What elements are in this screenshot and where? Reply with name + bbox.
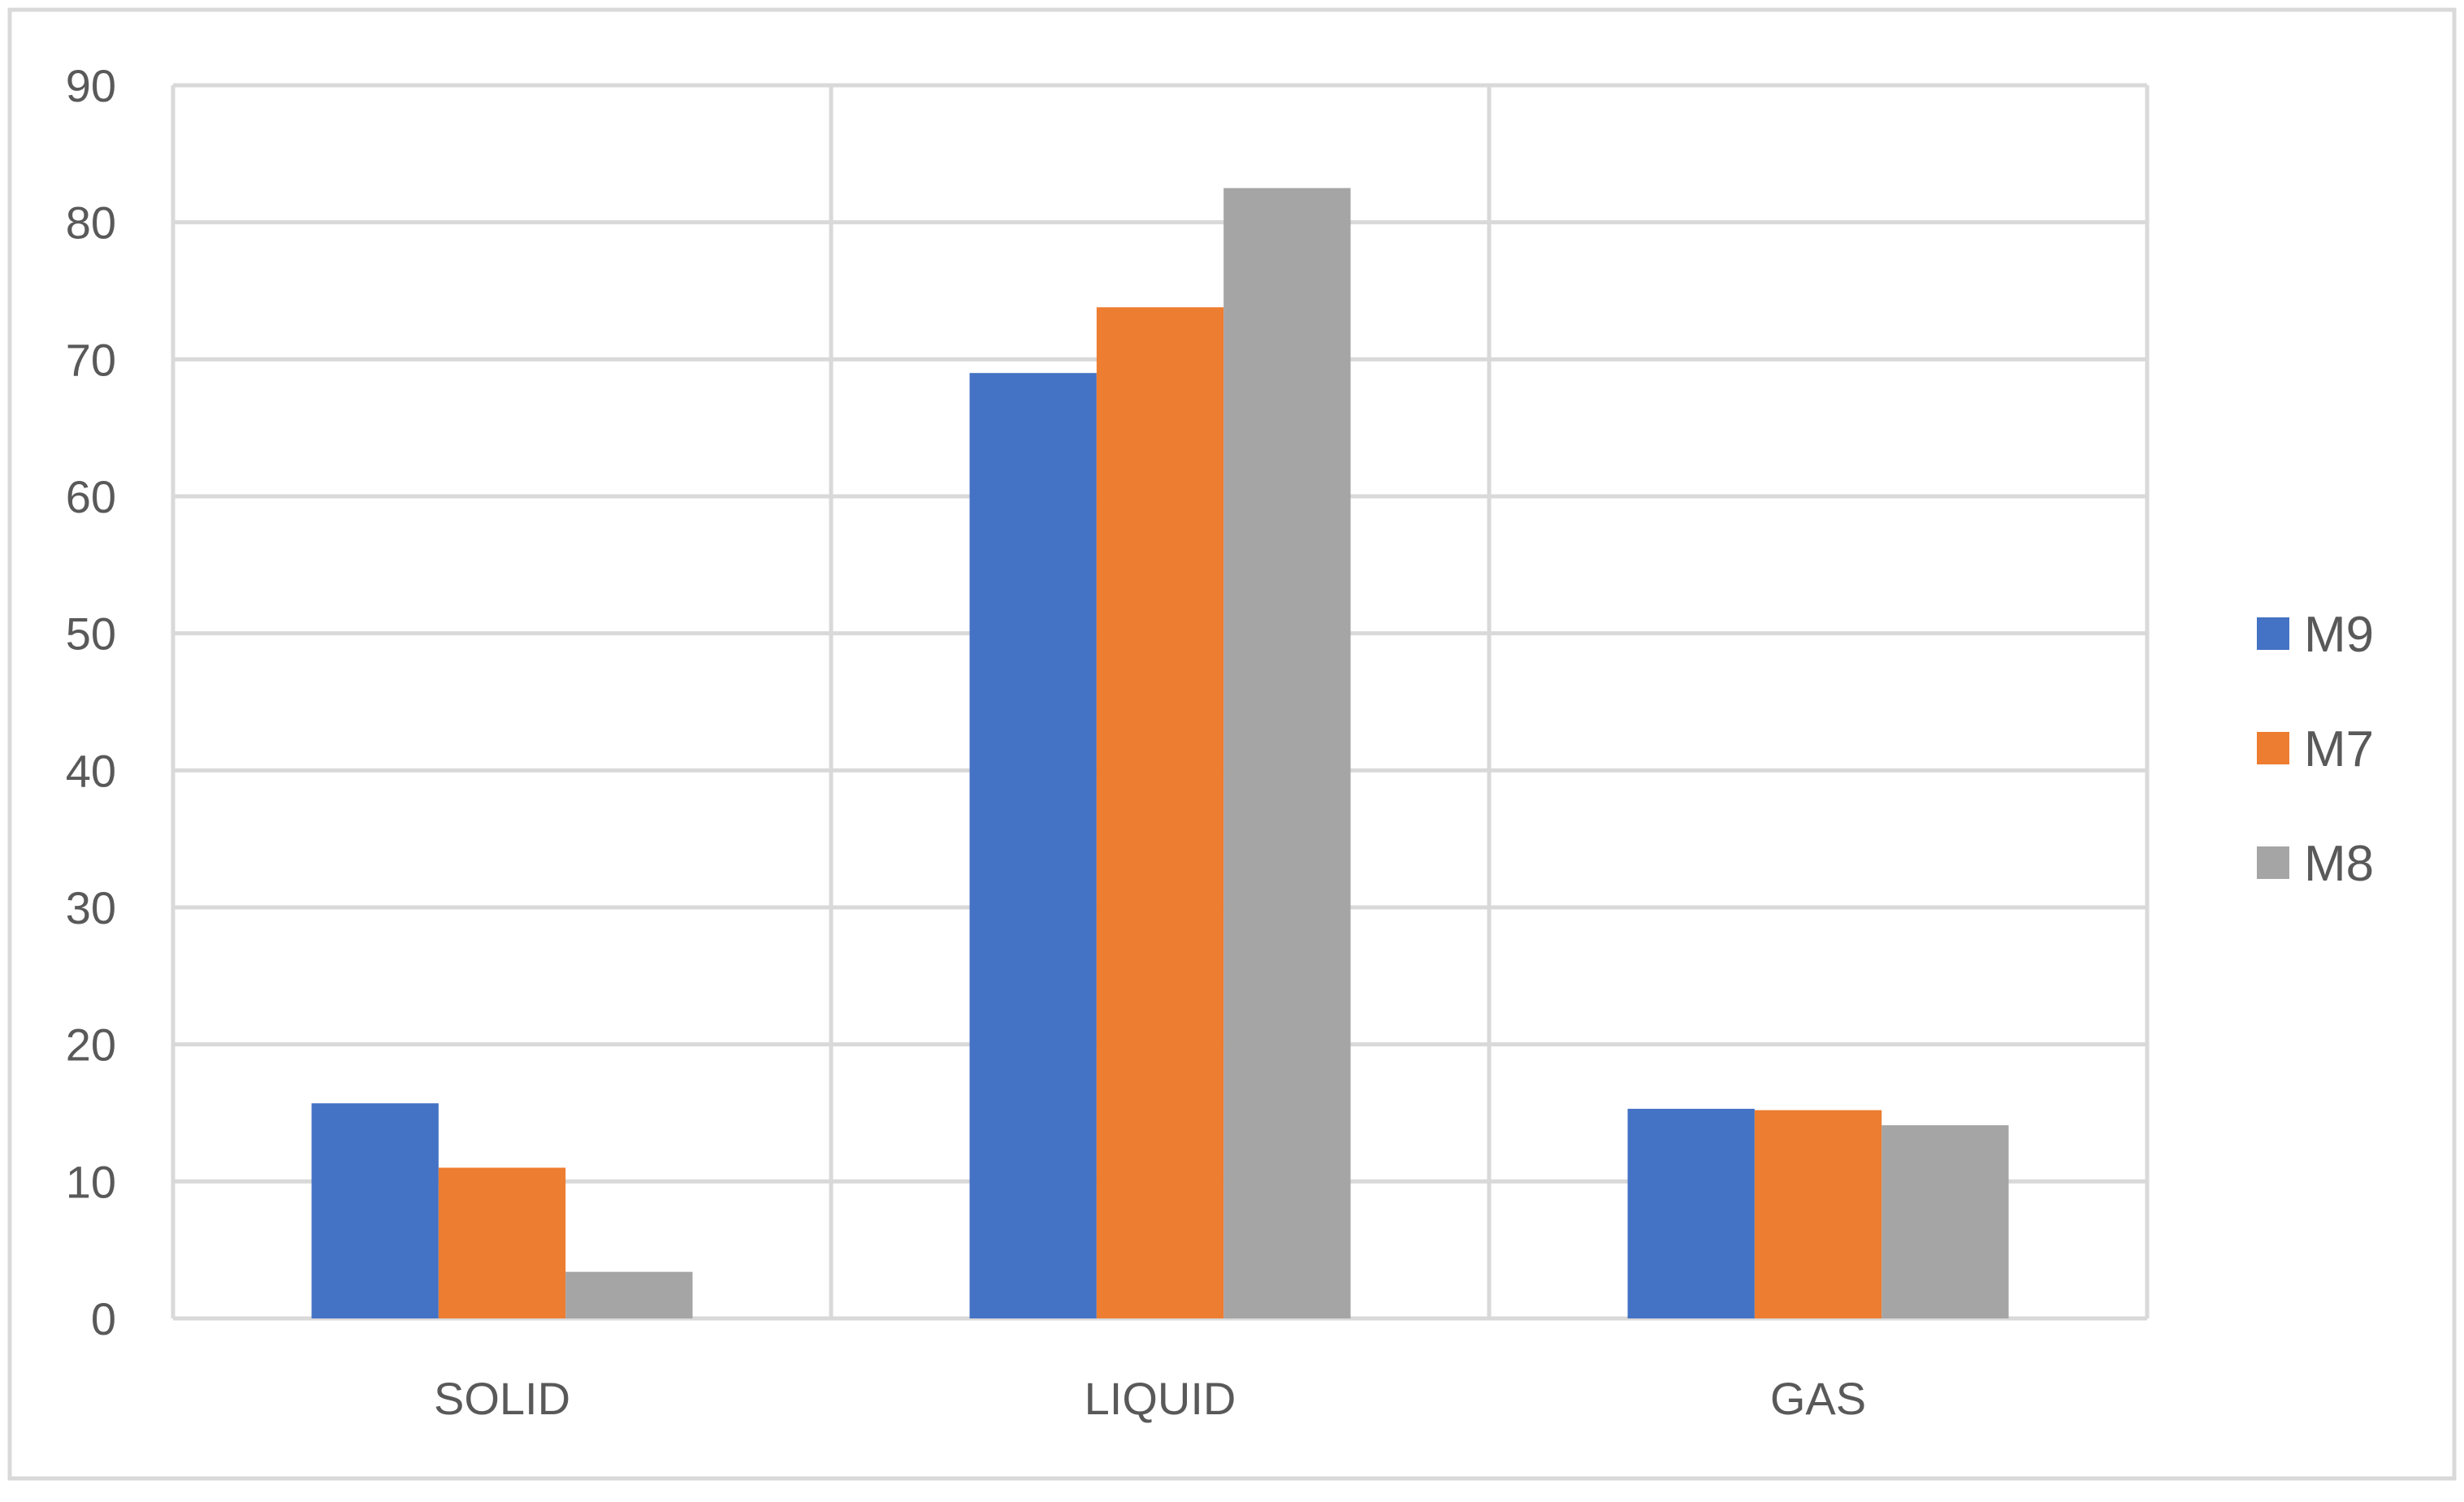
y-tick-label: 50 [66,608,116,660]
bar-m7-gas [1754,1110,1882,1318]
legend: M9 M7 M8 [2257,607,2374,892]
bar-m7-liquid [1096,307,1224,1318]
bar-m9-solid [311,1103,439,1318]
bars [311,188,2009,1319]
legend-label: M7 [2304,721,2374,777]
legend-label: M9 [2304,607,2374,663]
legend-swatch [2257,732,2289,764]
y-tick-label: 70 [66,334,116,385]
bar-m7-solid [438,1167,566,1318]
y-tick-label: 30 [66,882,116,933]
y-tick-label: 80 [66,197,116,249]
x-category-label: SOLID [434,1373,570,1424]
bar-m8-solid [565,1271,693,1318]
legend-label: M8 [2304,836,2374,892]
legend-swatch [2257,617,2289,650]
x-category-label: LIQUID [1085,1373,1236,1424]
y-tick-label: 90 [66,60,116,111]
x-axis-categories: SOLID LIQUID GAS [434,1373,1866,1424]
legend-swatch [2257,846,2289,879]
y-tick-label: 10 [66,1156,116,1207]
y-tick-label: 60 [66,471,116,522]
bar-m8-liquid [1223,188,1351,1318]
bar-m9-liquid [969,373,1097,1319]
bar-m8-gas [1882,1125,2009,1318]
y-tick-label: 40 [66,745,116,796]
y-tick-label: 20 [66,1019,116,1071]
y-tick-label: 0 [91,1293,116,1344]
bar-m9-gas [1627,1108,1755,1318]
y-axis-ticks: 0 10 20 30 40 50 60 70 80 90 [66,60,116,1344]
x-category-label: GAS [1770,1373,1866,1424]
